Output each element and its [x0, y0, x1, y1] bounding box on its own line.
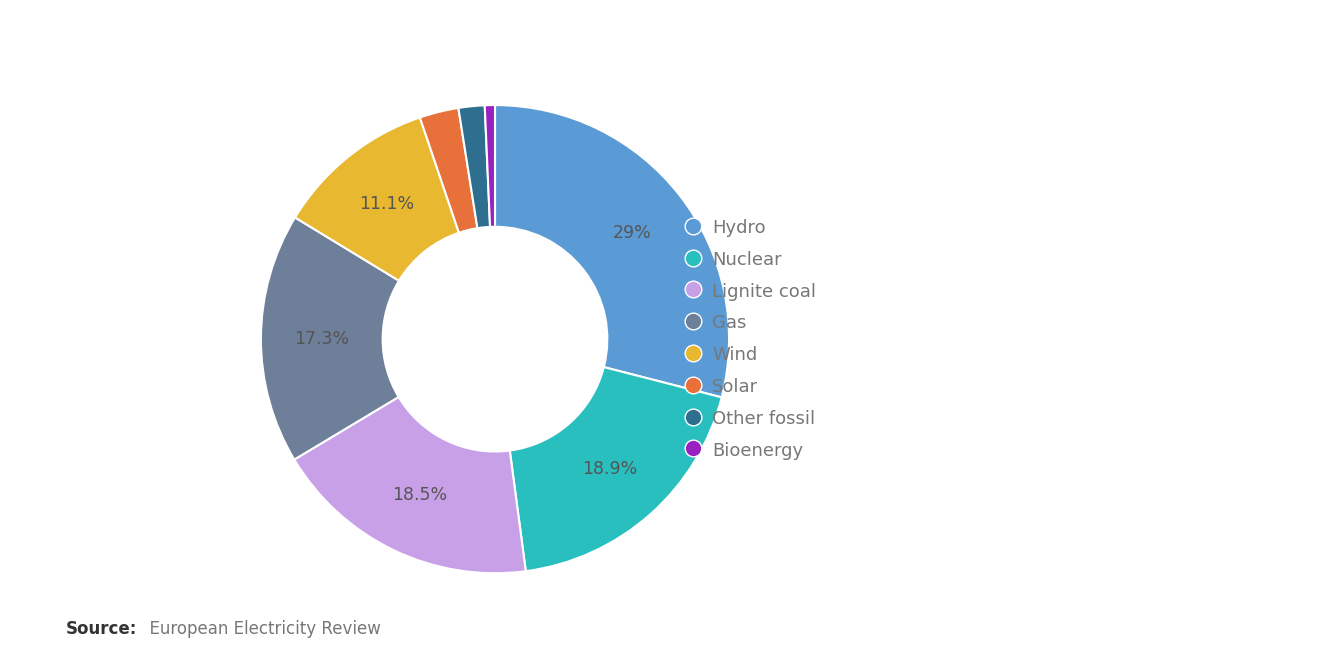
Wedge shape [296, 118, 459, 281]
Wedge shape [510, 367, 722, 571]
Wedge shape [261, 217, 399, 460]
Wedge shape [484, 105, 495, 227]
Text: 18.5%: 18.5% [392, 486, 447, 504]
Wedge shape [294, 397, 525, 573]
Wedge shape [458, 105, 490, 228]
Text: 17.3%: 17.3% [294, 330, 350, 348]
Text: 11.1%: 11.1% [359, 195, 414, 213]
Legend: Hydro, Nuclear, Lignite coal, Gas, Wind, Solar, Other fossil, Bioenergy: Hydro, Nuclear, Lignite coal, Gas, Wind,… [680, 209, 825, 469]
Text: European Electricity Review: European Electricity Review [139, 620, 380, 638]
Text: 29%: 29% [612, 224, 651, 242]
Wedge shape [495, 105, 729, 398]
Text: 18.9%: 18.9% [582, 460, 638, 477]
Wedge shape [420, 108, 478, 233]
Text: Source:: Source: [66, 620, 137, 638]
